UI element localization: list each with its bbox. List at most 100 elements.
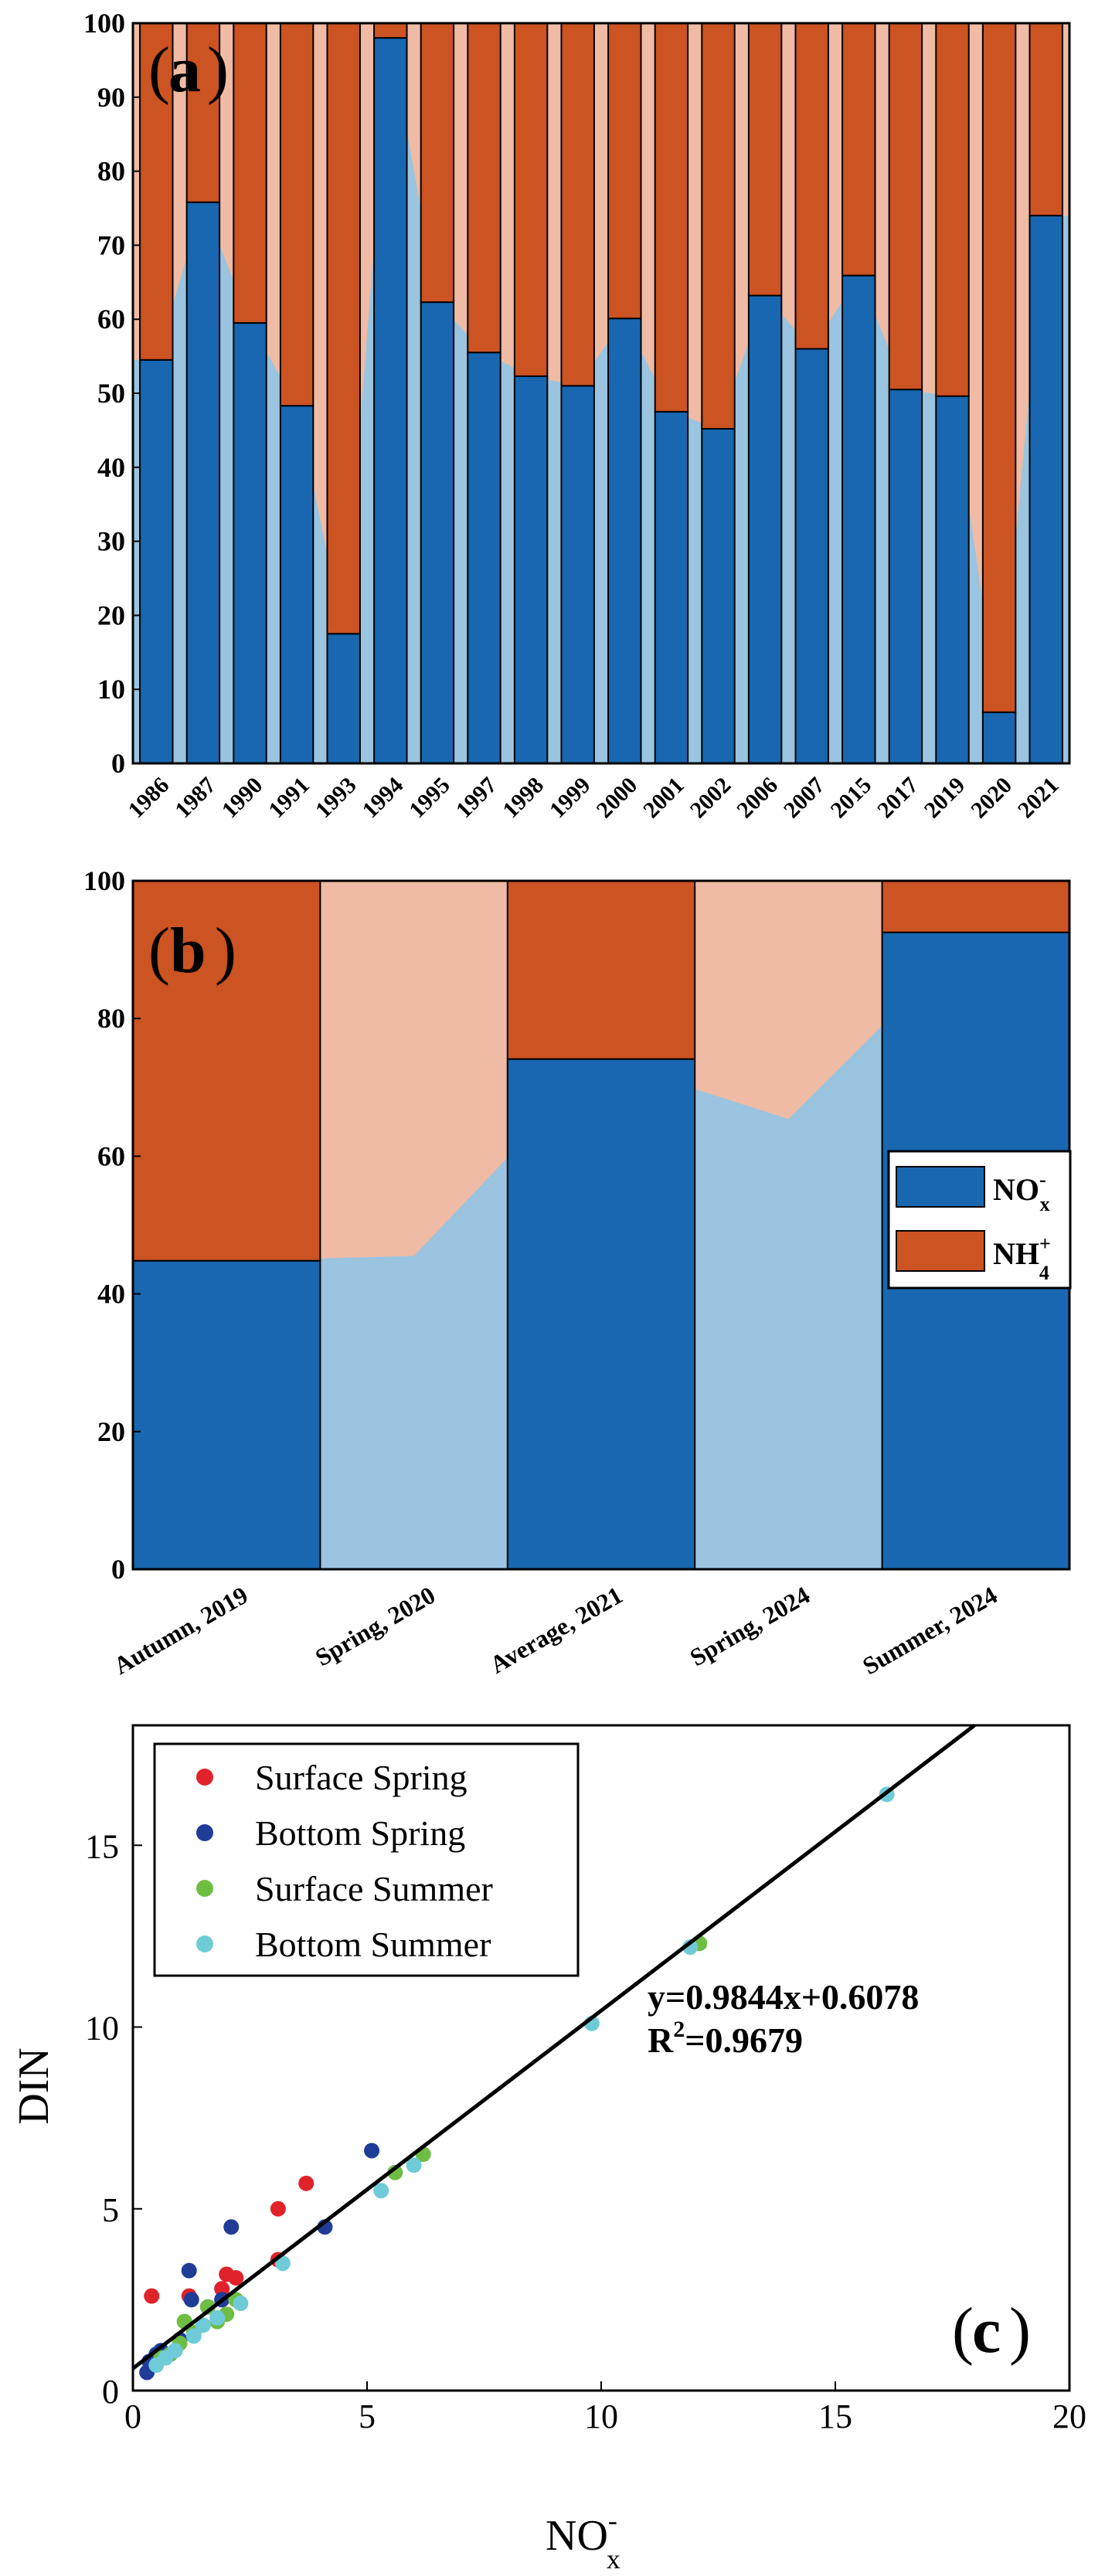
- legend-nh4-sup: +: [1039, 1232, 1051, 1255]
- b-bar-nox: [132, 1259, 321, 1571]
- a-bar-nh4: [747, 22, 783, 297]
- a-bar-nox: [373, 37, 408, 765]
- a-bar-nh4: [842, 22, 876, 277]
- a-bar-nox: [233, 321, 267, 764]
- a-xtick-label: 2021: [1013, 773, 1064, 824]
- a-bar-nh4: [794, 22, 829, 350]
- a-bar-nh4: [888, 22, 923, 391]
- panel-c-letter: c: [972, 2295, 1001, 2367]
- c-point-bottom-summer: [209, 2309, 226, 2326]
- b-bar-nox: [506, 1058, 696, 1571]
- c-legend-label: Bottom Spring: [255, 1813, 465, 1853]
- a-bar-nox: [513, 375, 549, 764]
- a-bar-nh4: [607, 22, 642, 320]
- fit-r2-letter: R: [648, 2020, 674, 2060]
- a-bar-nox: [607, 318, 642, 764]
- panel-b-letter: b: [170, 915, 206, 987]
- a-ytick-label: 40: [97, 452, 125, 483]
- c-point-bottom-summer: [167, 2343, 183, 2359]
- panel-a: 0102030405060708090100198619871990199119…: [83, 8, 1071, 824]
- x-axis-title-sup: -: [608, 2505, 617, 2536]
- a-xtick-label: 1995: [404, 773, 455, 824]
- b-xtick-label: Spring, 2024: [685, 1581, 814, 1671]
- a-xtick-label: 2019: [920, 773, 971, 824]
- panel-b: 0 20 40 60 80 100 Autumn, 2019 Spring, 2020 Aver…: [83, 865, 1072, 1680]
- a-bar-nh4: [935, 22, 970, 397]
- panel-a-bars: [133, 22, 1069, 765]
- a-bar-nox: [185, 201, 221, 764]
- panel-c: 0 5 10 15 20 0 5 10 15 y=0.9844x+0.6078 R2=0.967…: [10, 1724, 1086, 2574]
- a-ytick-label: 0: [111, 748, 125, 779]
- a-xtick-label: 2020: [966, 773, 1017, 824]
- a-xtick-label: 2007: [779, 773, 830, 824]
- c-ytick-label: 10: [85, 2010, 119, 2048]
- a-xtick-label: 1998: [498, 773, 549, 824]
- a-bar-nox: [701, 427, 736, 764]
- a-xtick-label: 1986: [123, 773, 174, 824]
- a-bar-nh4: [513, 22, 549, 377]
- fit-r2-value: =0.9679: [685, 2020, 803, 2060]
- b-ytick-label: 20: [97, 1416, 125, 1447]
- a-bar-nh4: [373, 22, 408, 39]
- c-legend-marker: [196, 1769, 213, 1786]
- a-bar-nh4: [326, 22, 361, 635]
- a-bar-nh4: [279, 22, 314, 407]
- a-xtick-label: 2006: [732, 773, 783, 824]
- a-ytick-label: 100: [83, 8, 125, 39]
- a-bar-nox: [420, 301, 455, 764]
- b-ytick-label: 60: [97, 1140, 125, 1171]
- a-bar-nox: [794, 348, 829, 764]
- x-axis-title-base: NO: [546, 2512, 608, 2560]
- legend-nox-sup: -: [1039, 1168, 1046, 1191]
- a-xtick-label: 1994: [357, 773, 408, 824]
- a-xtick-label: 2000: [591, 773, 642, 824]
- c-point-bottom-summer: [274, 2255, 291, 2272]
- a-bar-nh4: [654, 22, 689, 413]
- panel-c-fit-line: [131, 1724, 976, 2370]
- a-ytick-label: 80: [97, 156, 125, 187]
- a-xtick-label: 2001: [638, 773, 689, 824]
- a-bar-nox: [467, 352, 502, 764]
- a-xtick-label: 2002: [685, 773, 736, 824]
- fit-r2-sup: 2: [673, 2017, 685, 2042]
- b-xtick-label: Summer, 2024: [858, 1581, 1001, 1680]
- c-ytick-label: 5: [102, 2191, 119, 2229]
- c-point-surface-summer: [387, 2164, 403, 2180]
- a-xtick-label: 1997: [451, 773, 502, 824]
- a-bar-nh4: [1028, 22, 1063, 217]
- a-xtick-label: 1993: [311, 773, 362, 824]
- a-ytick-label: 50: [97, 378, 125, 409]
- svg-text:(: (: [952, 2295, 974, 2367]
- a-xtick-label: 1991: [264, 773, 314, 824]
- svg-text:(: (: [148, 34, 170, 106]
- a-bar-nh4: [560, 22, 595, 387]
- c-xtick-label: 20: [1052, 2398, 1086, 2435]
- c-point-surface-spring: [228, 2270, 244, 2286]
- c-fit-line: [131, 1724, 976, 2370]
- a-bar-nox: [1028, 215, 1063, 764]
- panel-c-label: ( c ): [952, 2295, 1031, 2367]
- b-xtick-label: Average, 2021: [485, 1581, 627, 1679]
- x-axis-title-sub: x: [607, 2544, 620, 2574]
- a-bar-nox: [888, 389, 923, 764]
- panel-c-legend: Surface Spring Bottom Spring Surface Summe…: [153, 1742, 580, 1977]
- c-point-bottom-spring: [223, 2219, 240, 2235]
- legend-nh4-sub: 4: [1039, 1262, 1049, 1284]
- x-axis-title: NO- x: [546, 2505, 620, 2574]
- legend-nox-swatch: [896, 1166, 985, 1208]
- c-legend-marker: [196, 1880, 213, 1897]
- a-xtick-label: 2015: [825, 773, 876, 824]
- a-bar-nox: [981, 711, 1017, 765]
- c-point-bottom-summer: [373, 2183, 389, 2199]
- panel-c-axes: 0 5 10 15 20 0 5 10 15: [85, 1724, 1086, 2435]
- legend-nh4-swatch: [896, 1230, 985, 1272]
- svg-text:NO-x: NO-x: [993, 1168, 1050, 1215]
- c-legend-marker: [196, 1824, 213, 1841]
- c-point-bottom-summer: [233, 2296, 249, 2312]
- a-xtick-label: 1987: [170, 773, 221, 824]
- c-point-surface-spring: [144, 2288, 160, 2304]
- b-bar-nh4: [506, 880, 696, 1060]
- b-ytick-label: 0: [111, 1554, 125, 1585]
- a-bar-nh4: [467, 22, 502, 354]
